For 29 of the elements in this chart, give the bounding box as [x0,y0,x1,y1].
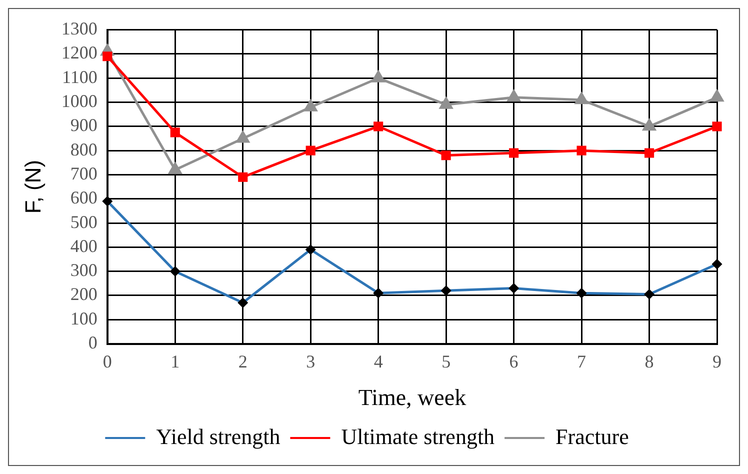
legend-label: Ultimate strength [341,424,495,449]
y-tick-label: 900 [70,115,98,136]
y-tick-label: 1000 [61,90,98,111]
x-tick-label: 6 [509,351,518,372]
x-tick-label: 8 [644,351,654,372]
legend-label: Fracture [556,424,629,449]
y-tick-label: 200 [70,284,98,304]
y-tick-label: 700 [70,163,98,184]
x-tick-label: 7 [577,351,586,372]
y-tick-label: 100 [70,308,98,328]
x-tick-label: 2 [238,351,248,372]
y-tick-label: 1200 [61,42,98,63]
x-tick-label: 9 [712,351,722,372]
y-tick-label: 500 [70,212,98,232]
x-tick-label: 5 [442,351,451,372]
x-axis-title: Time, week [358,385,467,410]
x-tick-label: 0 [102,351,112,372]
x-tick-label: 1 [170,351,180,372]
y-axis-title: F, (N) [20,160,46,214]
legend-label: Yield strength [156,424,280,449]
y-tick-label: 300 [70,260,98,280]
y-tick-label: 800 [70,139,98,160]
x-tick-label: 3 [306,351,316,372]
y-tick-label: 600 [70,188,98,208]
x-tick-label: 4 [374,351,383,372]
y-tick-label: 400 [70,236,98,256]
y-tick-label: 1100 [62,66,98,87]
y-tick-label: 1300 [61,18,98,39]
y-tick-label: 0 [88,332,98,353]
